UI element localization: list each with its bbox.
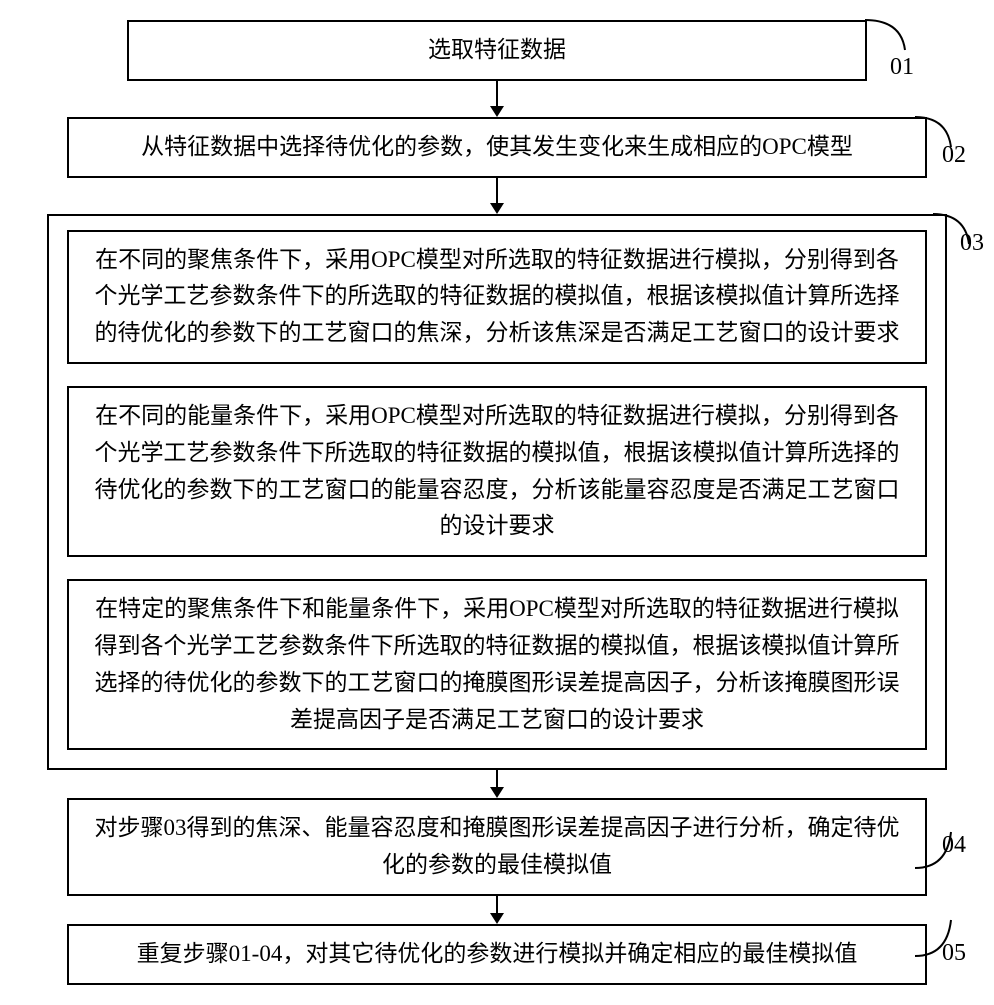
step-05-text: 重复步骤01-04，对其它待优化的参数进行模拟并确定相应的最佳模拟值 <box>89 936 905 973</box>
arrow-03-04 <box>10 770 984 798</box>
step-03a-box: 在不同的聚焦条件下，采用OPC模型对所选取的特征数据进行模拟，分别得到各个光学工… <box>67 230 927 364</box>
curve-connector-01 <box>865 16 925 56</box>
step-03c-text: 在特定的聚焦条件下和能量条件下，采用OPC模型对所选取的特征数据进行模拟得到各个… <box>87 591 907 738</box>
step-03a-text: 在不同的聚焦条件下，采用OPC模型对所选取的特征数据进行模拟，分别得到各个光学工… <box>87 242 907 352</box>
step-02-box: 从特征数据中选择待优化的参数，使其发生变化来生成相应的OPC模型 <box>67 117 927 178</box>
flowchart-container: 选取特征数据 01 从特征数据中选择待优化的参数，使其发生变化来生成相应的OPC… <box>10 20 984 985</box>
label-04: 04 <box>942 832 966 859</box>
step-03b-box: 在不同的能量条件下，采用OPC模型对所选取的特征数据进行模拟，分别得到各个光学工… <box>67 386 927 557</box>
label-01: 01 <box>890 54 914 81</box>
arrow-01-02 <box>10 81 984 117</box>
step-03b-text: 在不同的能量条件下，采用OPC模型对所选取的特征数据进行模拟，分别得到各个光学工… <box>87 398 907 545</box>
step-01-box: 选取特征数据 <box>127 20 867 81</box>
arrow-02-03 <box>10 178 984 214</box>
step-04-box: 对步骤03得到的焦深、能量容忍度和掩膜图形误差提高因子进行分析，确定待优化的参数… <box>67 798 927 896</box>
label-02: 02 <box>942 142 966 169</box>
step-03-group: 在不同的聚焦条件下，采用OPC模型对所选取的特征数据进行模拟，分别得到各个光学工… <box>47 214 947 771</box>
step-04-text: 对步骤03得到的焦深、能量容忍度和掩膜图形误差提高因子进行分析，确定待优化的参数… <box>89 810 905 884</box>
step-02-text: 从特征数据中选择待优化的参数，使其发生变化来生成相应的OPC模型 <box>89 129 905 166</box>
step-01-text: 选取特征数据 <box>149 32 845 69</box>
label-03: 03 <box>960 230 984 257</box>
step-03c-box: 在特定的聚焦条件下和能量条件下，采用OPC模型对所选取的特征数据进行模拟得到各个… <box>67 579 927 750</box>
arrow-04-05 <box>10 896 984 924</box>
step-05-box: 重复步骤01-04，对其它待优化的参数进行模拟并确定相应的最佳模拟值 <box>67 924 927 985</box>
label-05: 05 <box>942 940 966 967</box>
